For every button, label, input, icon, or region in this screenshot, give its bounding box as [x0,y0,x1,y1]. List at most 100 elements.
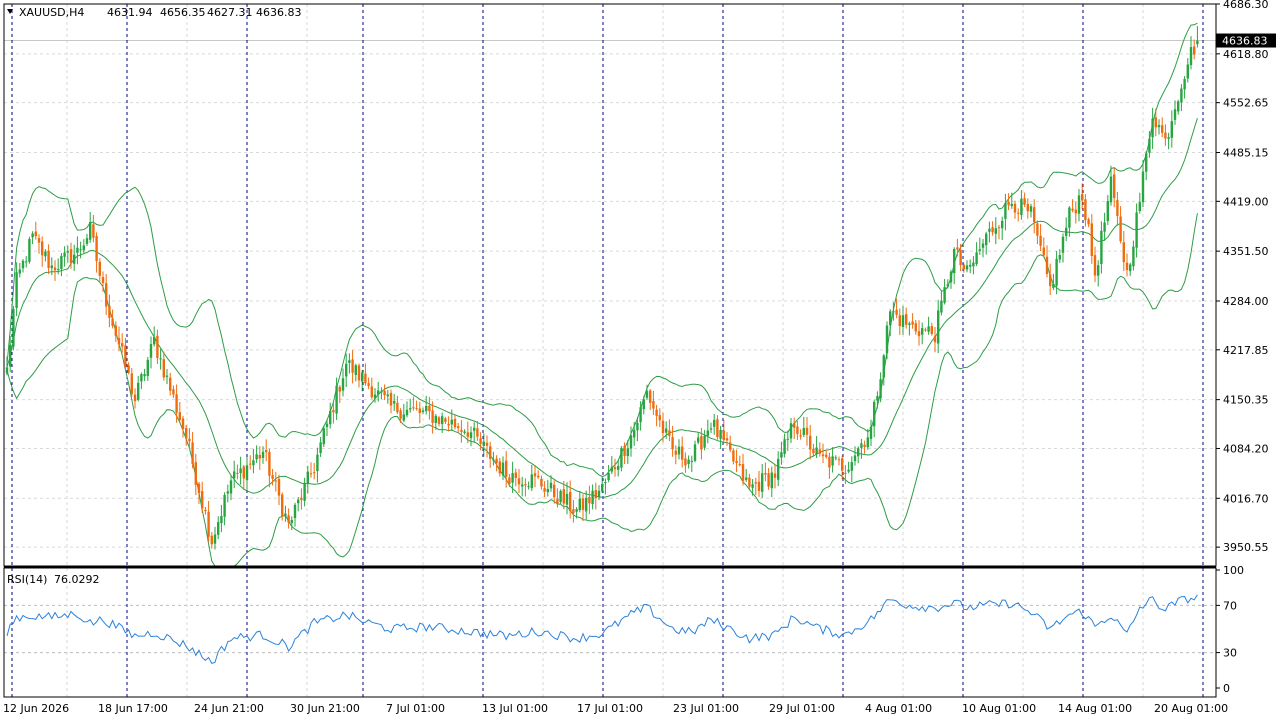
candle-body [101,277,105,284]
candle [169,372,172,396]
candle [418,401,421,424]
candle-body [783,439,786,454]
candle-body [450,419,453,425]
candle-body [143,374,146,377]
candle [578,490,581,513]
candle [12,305,15,351]
candle [236,464,239,480]
candle [645,384,649,400]
candle-body [287,515,290,523]
candle-body [1039,235,1042,246]
candle [1186,58,1189,83]
candle-body [181,418,185,430]
candle-body [89,222,92,240]
candle-body [962,264,965,270]
candle [873,399,876,438]
candle [159,348,162,370]
candle-body [370,386,373,398]
candle-body [146,359,149,376]
candle-body [565,493,569,505]
candle [700,427,703,460]
candle [1189,36,1193,70]
candle [946,279,949,289]
candle [498,457,501,477]
candle [1052,273,1055,291]
candle-body [242,466,245,479]
candle-body [530,474,533,489]
candle [281,492,284,521]
candle [857,446,860,464]
candle [1196,26,1199,48]
dropdown-triangle-icon[interactable] [7,9,13,14]
candle [1097,260,1100,287]
candle [565,482,569,515]
candle [604,478,607,495]
candle [537,470,540,479]
candle-body [306,471,309,484]
candle-body [997,227,1001,229]
candle [149,336,153,369]
candle [25,256,28,268]
time-tick-label: 30 Jun 21:00 [290,702,360,715]
candle-body [901,315,905,327]
candle-body [441,416,444,424]
price-axis[interactable]: 4686.30 4618.80 4552.65 4485.15 4419.00 4351.… [1216,0,1276,554]
candle [863,440,866,454]
candle [940,291,943,316]
candle [1154,108,1157,137]
candle [287,508,290,529]
candle [63,246,66,267]
bollinger-upper [6,22,1198,478]
candle-body [351,359,354,373]
candle [853,446,857,466]
candle [521,476,524,497]
candle [201,481,204,513]
candle-body [789,423,793,439]
candle-body [543,488,546,492]
candle [831,447,834,473]
candle [511,461,514,493]
candle-body [869,427,873,439]
candle-body [229,480,233,494]
candle [901,305,905,335]
candle-body [719,429,722,439]
candle-body [812,448,815,454]
candle [89,212,92,243]
candle-body [981,243,985,248]
candle [956,238,959,257]
candle-body [341,378,345,391]
candle [687,455,690,469]
time-tick-label: 10 Aug 01:00 [962,702,1036,715]
candle-body [1077,195,1081,214]
candle-body [130,373,133,395]
candle-body [498,461,501,474]
time-tick-label: 12 Jun 2026 [3,702,69,715]
candle-body [133,394,137,402]
candle [953,247,956,285]
candle-body [1161,125,1164,133]
candle [469,426,473,447]
candle-body [153,337,156,345]
candle-body [169,377,172,391]
candle [351,350,354,384]
candle-body [313,472,316,474]
candle [1116,191,1119,226]
candle [284,505,287,522]
candle-body [668,430,671,436]
candle [591,484,594,510]
candle-body [1007,201,1010,206]
candle [156,329,159,364]
candle-body [258,455,261,459]
candle-body [972,262,975,267]
candle [585,490,588,520]
candle-body [873,401,876,427]
candle-body [1001,220,1004,229]
candle [1023,192,1026,208]
time-tick-label: 17 Jul 01:00 [577,702,643,715]
candle [143,368,146,382]
candle [114,321,117,342]
candle [917,320,921,346]
time-axis[interactable]: 12 Jun 2026 18 Jun 17:00 24 Jun 21:00 30 Ju… [3,702,1228,715]
candle-body [1084,199,1087,221]
